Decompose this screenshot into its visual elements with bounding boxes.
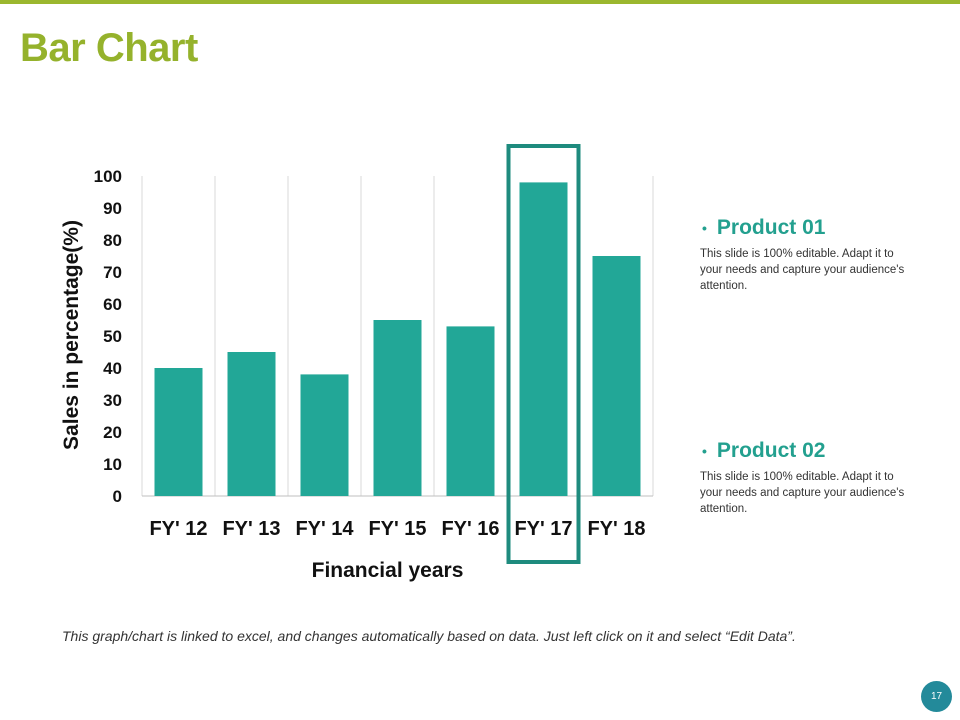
y-tick-label: 20 (103, 423, 122, 442)
bar (227, 352, 276, 496)
product-01-block: • Product 01 This slide is 100% editable… (700, 216, 910, 294)
x-tick-label: FY' 12 (149, 518, 207, 540)
y-tick-label: 10 (103, 455, 122, 474)
bar (519, 182, 568, 496)
y-tick-label: 40 (103, 359, 122, 378)
bar (446, 326, 495, 496)
y-tick-label: 90 (103, 199, 122, 218)
x-axis-title: Financial years (312, 559, 464, 582)
y-tick-label: 100 (94, 167, 122, 186)
y-tick-label: 50 (103, 327, 122, 346)
product-02-title: Product 02 (716, 439, 826, 462)
bar (373, 320, 422, 496)
bullet-icon: • (702, 220, 707, 236)
y-tick-label: 80 (103, 231, 122, 250)
highlight-frame (506, 144, 581, 564)
bar (592, 256, 641, 496)
slide-title: Bar Chart (20, 26, 198, 70)
x-tick-label: FY' 17 (514, 518, 572, 540)
x-tick-label: FY' 13 (222, 518, 280, 540)
x-tick-label: FY' 14 (295, 518, 354, 540)
bullet-icon: • (702, 443, 707, 459)
y-tick-label: 70 (103, 263, 122, 282)
x-tick-label: FY' 15 (368, 518, 426, 540)
y-axis-title: Sales in percentage(%) (60, 220, 83, 450)
x-tick-label: FY' 18 (587, 518, 645, 540)
y-tick-label: 30 (103, 391, 122, 410)
bar (300, 374, 349, 496)
footnote: This graph/chart is linked to excel, and… (62, 628, 796, 644)
y-tick-label: 60 (103, 295, 122, 314)
product-01-title: Product 01 (716, 216, 826, 239)
product-01-description: This slide is 100% editable. Adapt it to… (700, 248, 905, 292)
bar (154, 368, 203, 496)
page-number-badge: 17 (921, 681, 952, 712)
product-02-description: This slide is 100% editable. Adapt it to… (700, 471, 905, 515)
x-tick-label: FY' 16 (441, 518, 499, 540)
top-accent-rule (0, 0, 960, 4)
product-02-block: • Product 02 This slide is 100% editable… (700, 439, 910, 517)
y-tick-label: 0 (113, 487, 122, 506)
